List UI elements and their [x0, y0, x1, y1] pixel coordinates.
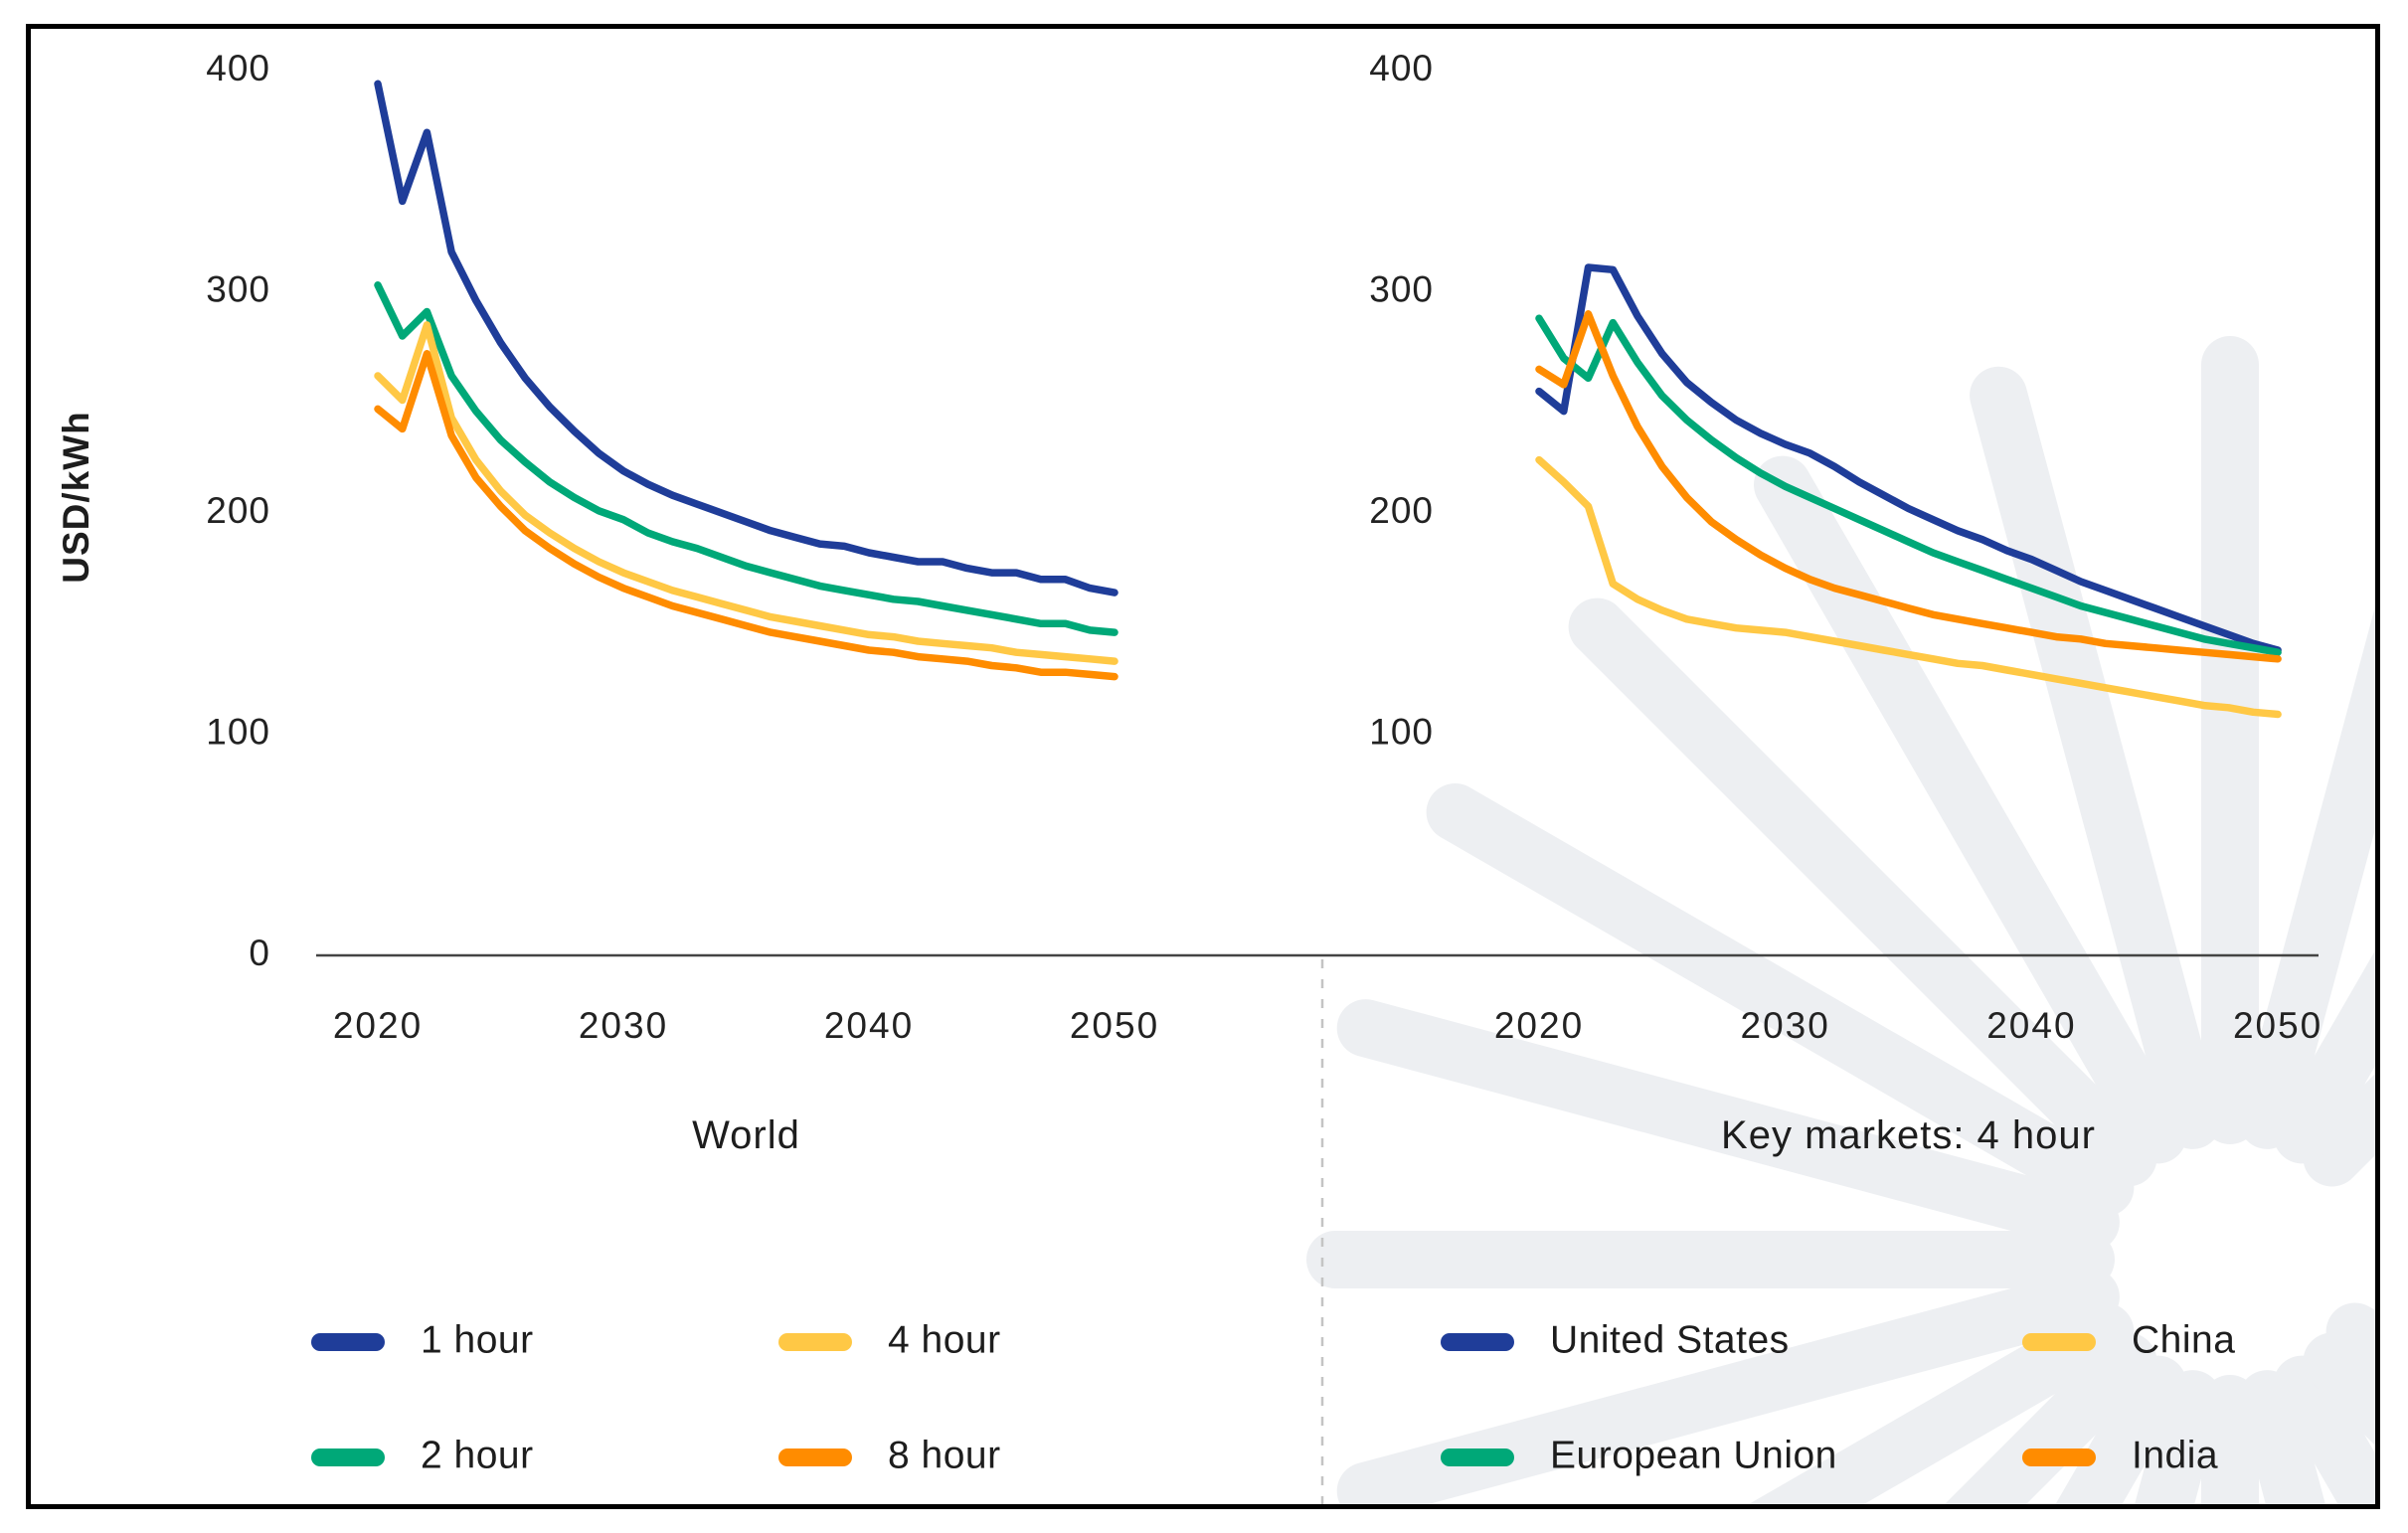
series-line-8-hour	[374, 350, 1118, 681]
series-line-1-hour	[374, 80, 1118, 596]
x-tick-label: 2030	[579, 1005, 668, 1046]
panel-world: 400 300 200 100 0 2020 2030 2040 2050 1 hour 2 hou…	[206, 48, 1159, 1477]
watermark-spoke	[2238, 588, 2380, 1149]
legend-swatch-united-states	[1441, 1333, 1514, 1351]
y-tick-label: 100	[206, 711, 270, 752]
series-line-4-hour	[374, 321, 1118, 665]
panel-caption-world: World	[692, 1113, 800, 1157]
legend-swatch-8-hour	[778, 1448, 852, 1466]
watermark-spoke	[1970, 366, 2222, 1149]
y-tick-label: 300	[206, 268, 270, 309]
legend-swatch-china	[2022, 1333, 2096, 1351]
series-line-india	[1535, 310, 2282, 663]
series-line-china	[1535, 455, 2282, 719]
legend-swatch-european-union	[1441, 1448, 1514, 1466]
panel-caption-key-markets: Key markets: 4 hour	[1721, 1113, 2096, 1157]
y-tick-label: 100	[1369, 711, 1434, 752]
watermark-spoke	[1426, 783, 2135, 1217]
legend-label-1-hour: 1 hour	[421, 1318, 534, 1361]
legend-label-4-hour: 4 hour	[888, 1318, 1001, 1361]
y-tick-label: 400	[206, 48, 270, 88]
legend-label-united-states: United States	[1550, 1318, 1790, 1361]
x-tick-label: 2020	[1494, 1005, 1584, 1046]
y-axis-title: USD/kWh	[56, 411, 96, 584]
legend-swatch-4-hour	[778, 1333, 852, 1351]
legend-label-2-hour: 2 hour	[421, 1434, 534, 1476]
y-tick-label: 400	[1369, 48, 1434, 88]
watermark-spoke	[2273, 1355, 2380, 1509]
x-tick-label: 2020	[333, 1005, 423, 1046]
x-tick-label: 2040	[824, 1005, 914, 1046]
watermark-spoke	[1568, 597, 2157, 1187]
panel-key-markets-4-hour: 400 300 200 100 2020 2030 2040 2050 United State…	[1369, 48, 2322, 1477]
legend-swatch-1-hour	[311, 1333, 385, 1351]
watermark-spoke	[2052, 1355, 2187, 1509]
x-tick-label: 2030	[1741, 1005, 1830, 1046]
legend-label-india: India	[2132, 1434, 2218, 1476]
series-line-european-union	[1535, 314, 2282, 656]
watermark-spoke	[1740, 1302, 2135, 1509]
y-tick-label: 200	[206, 490, 270, 531]
series-line-2-hour	[374, 281, 1118, 636]
legend-label-european-union: European Union	[1550, 1434, 1837, 1476]
x-tick-label: 2050	[1070, 1005, 1159, 1046]
y-tick-label: 300	[1369, 268, 1434, 309]
y-tick-label: 200	[1369, 490, 1434, 531]
legend-swatch-2-hour	[311, 1448, 385, 1466]
watermark-spoke	[2273, 941, 2380, 1164]
series-line-united-states	[1535, 263, 2282, 654]
watermark-spoke	[1336, 999, 2120, 1252]
legend-label-china: China	[2132, 1318, 2235, 1361]
x-tick-label: 2050	[2233, 1005, 2322, 1046]
legend-label-8-hour: 8 hour	[888, 1434, 1001, 1476]
x-tick-label: 2040	[1986, 1005, 2076, 1046]
legend-swatch-india	[2022, 1448, 2096, 1466]
y-tick-label: 0	[249, 933, 270, 973]
